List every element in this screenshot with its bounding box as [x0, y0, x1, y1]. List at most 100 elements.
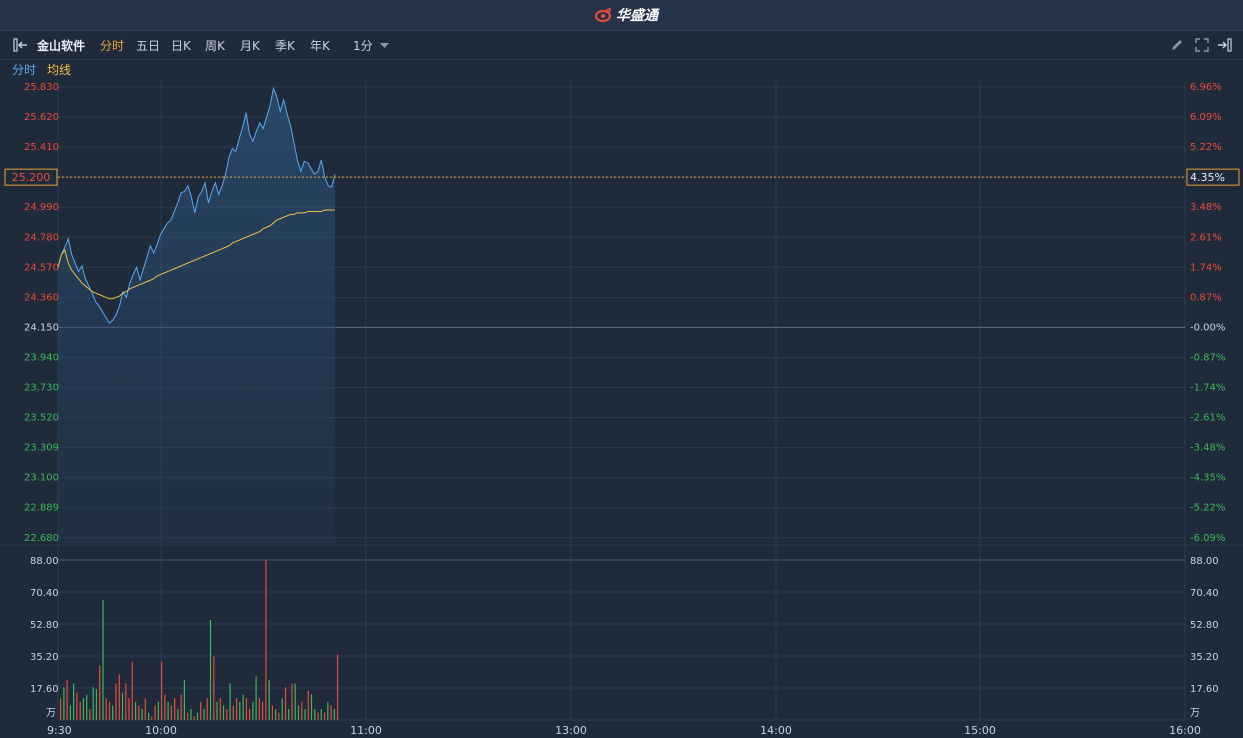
volume-bar — [128, 698, 130, 720]
price-tick-right: -5.22% — [1190, 503, 1225, 514]
volume-tick-right: 52.80 — [1190, 620, 1219, 631]
volume-bar — [105, 698, 107, 720]
volume-bar — [89, 709, 91, 720]
fullscreen-icon[interactable] — [1195, 38, 1209, 52]
tab-period-fenshi[interactable]: 分时 — [100, 39, 125, 53]
volume-bar — [167, 701, 169, 720]
volume-bar — [229, 683, 231, 720]
indicator-line-label[interactable]: 分时 — [12, 63, 37, 77]
volume-bar — [76, 692, 78, 720]
price-tick-left: 24.780 — [24, 232, 59, 243]
price-tick-left: 24.150 — [24, 322, 59, 333]
price-tick-right: 5.22% — [1190, 142, 1222, 153]
volume-bar — [99, 665, 101, 720]
volume-bar — [135, 701, 137, 720]
price-tick-right: -2.61% — [1190, 413, 1225, 424]
volume-bar — [236, 698, 238, 720]
volume-bar — [157, 701, 159, 720]
volume-bar — [281, 698, 283, 720]
volume-bar — [92, 687, 94, 720]
volume-bar — [190, 709, 192, 720]
price-tick-left: 23.940 — [24, 352, 59, 363]
volume-unit-left: 万 — [46, 708, 56, 719]
volume-bar — [275, 709, 277, 720]
interval-select[interactable]: 1分 — [353, 39, 373, 53]
volume-bar — [219, 698, 221, 720]
time-tick-label: 11:00 — [350, 724, 382, 737]
price-tick-right: -0.00% — [1190, 322, 1225, 333]
tab-period-year[interactable]: 年K — [310, 39, 330, 53]
volume-bar — [206, 698, 208, 720]
current-price-box — [4, 168, 58, 186]
brand-name: 华盛通 — [616, 8, 658, 24]
volume-bar — [148, 712, 150, 720]
collapse-right-icon[interactable] — [1216, 38, 1232, 52]
volume-bar — [86, 694, 88, 720]
current-change-box — [1186, 168, 1240, 186]
volume-bar — [118, 674, 120, 720]
brand: 华盛通 — [594, 6, 658, 24]
price-tick-right: -4.35% — [1190, 473, 1225, 484]
time-tick-label: 16:00 — [1169, 724, 1201, 737]
volume-bar — [252, 701, 254, 720]
volume-bar — [144, 698, 146, 720]
pencil-icon[interactable] — [1170, 38, 1184, 52]
volume-bar — [288, 709, 290, 720]
tab-period-week[interactable]: 周K — [205, 39, 225, 53]
current-price-label: 25.200 — [12, 171, 51, 184]
stock-name[interactable]: 金山软件 — [37, 39, 86, 53]
volume-bar — [294, 683, 296, 720]
price-tick-right: 0.87% — [1190, 292, 1222, 303]
indicator-avg-label[interactable]: 均线 — [47, 63, 72, 77]
price-tick-left: 25.830 — [24, 82, 59, 93]
volume-bar — [170, 705, 172, 720]
volume-bar — [297, 705, 300, 720]
tab-period-quarter[interactable]: 季K — [275, 39, 295, 53]
volume-bar — [327, 701, 329, 720]
volume-bar — [337, 654, 339, 720]
volume-bar — [73, 683, 75, 720]
volume-bar — [115, 683, 117, 720]
price-tick-left: 25.620 — [24, 112, 59, 123]
price-tick-right: -0.87% — [1190, 352, 1225, 363]
price-tick-right: -6.09% — [1190, 533, 1225, 544]
volume-tick-right: 17.60 — [1190, 684, 1219, 695]
volume-tick-right: 70.40 — [1190, 588, 1219, 599]
volume-bar — [164, 694, 166, 720]
price-tick-right: 6.09% — [1190, 112, 1222, 123]
volume-bar — [333, 709, 335, 720]
volume-bar — [265, 560, 267, 720]
volume-bar — [324, 712, 326, 720]
volume-bar — [330, 705, 332, 720]
tab-period-month[interactable]: 月K — [240, 39, 260, 53]
collapse-left-icon[interactable] — [13, 38, 29, 52]
volume-bar — [196, 712, 199, 720]
volume-bar — [203, 709, 205, 720]
volume-bar — [213, 656, 215, 720]
avg-series-line — [57, 209, 335, 300]
chevron-down-icon[interactable] — [380, 43, 389, 49]
volume-bar — [154, 705, 156, 720]
volume-bar — [82, 698, 84, 720]
volume-bar — [262, 701, 264, 720]
volume-tick-right: 35.20 — [1190, 652, 1219, 663]
volume-bar — [320, 709, 322, 720]
price-tick-left: 23.730 — [24, 383, 59, 394]
indicator-tabs: 分时 均线 — [0, 60, 1243, 78]
volume-bar — [79, 701, 81, 720]
volume-bar — [125, 683, 127, 720]
brand-logo-icon — [594, 8, 612, 22]
volume-bar — [317, 712, 319, 720]
volume-bar — [187, 712, 189, 720]
tab-period-day[interactable]: 日K — [171, 39, 191, 53]
price-tick-left: 23.520 — [24, 413, 59, 424]
price-area — [58, 88, 335, 546]
volume-bar — [102, 600, 104, 720]
volume-tick-left: 52.80 — [30, 620, 59, 631]
volume-bar — [200, 701, 202, 720]
tab-period-5day[interactable]: 五日 — [136, 39, 161, 53]
volume-bar — [141, 709, 143, 720]
volume-bar — [278, 712, 280, 720]
volume-bar — [174, 698, 176, 720]
